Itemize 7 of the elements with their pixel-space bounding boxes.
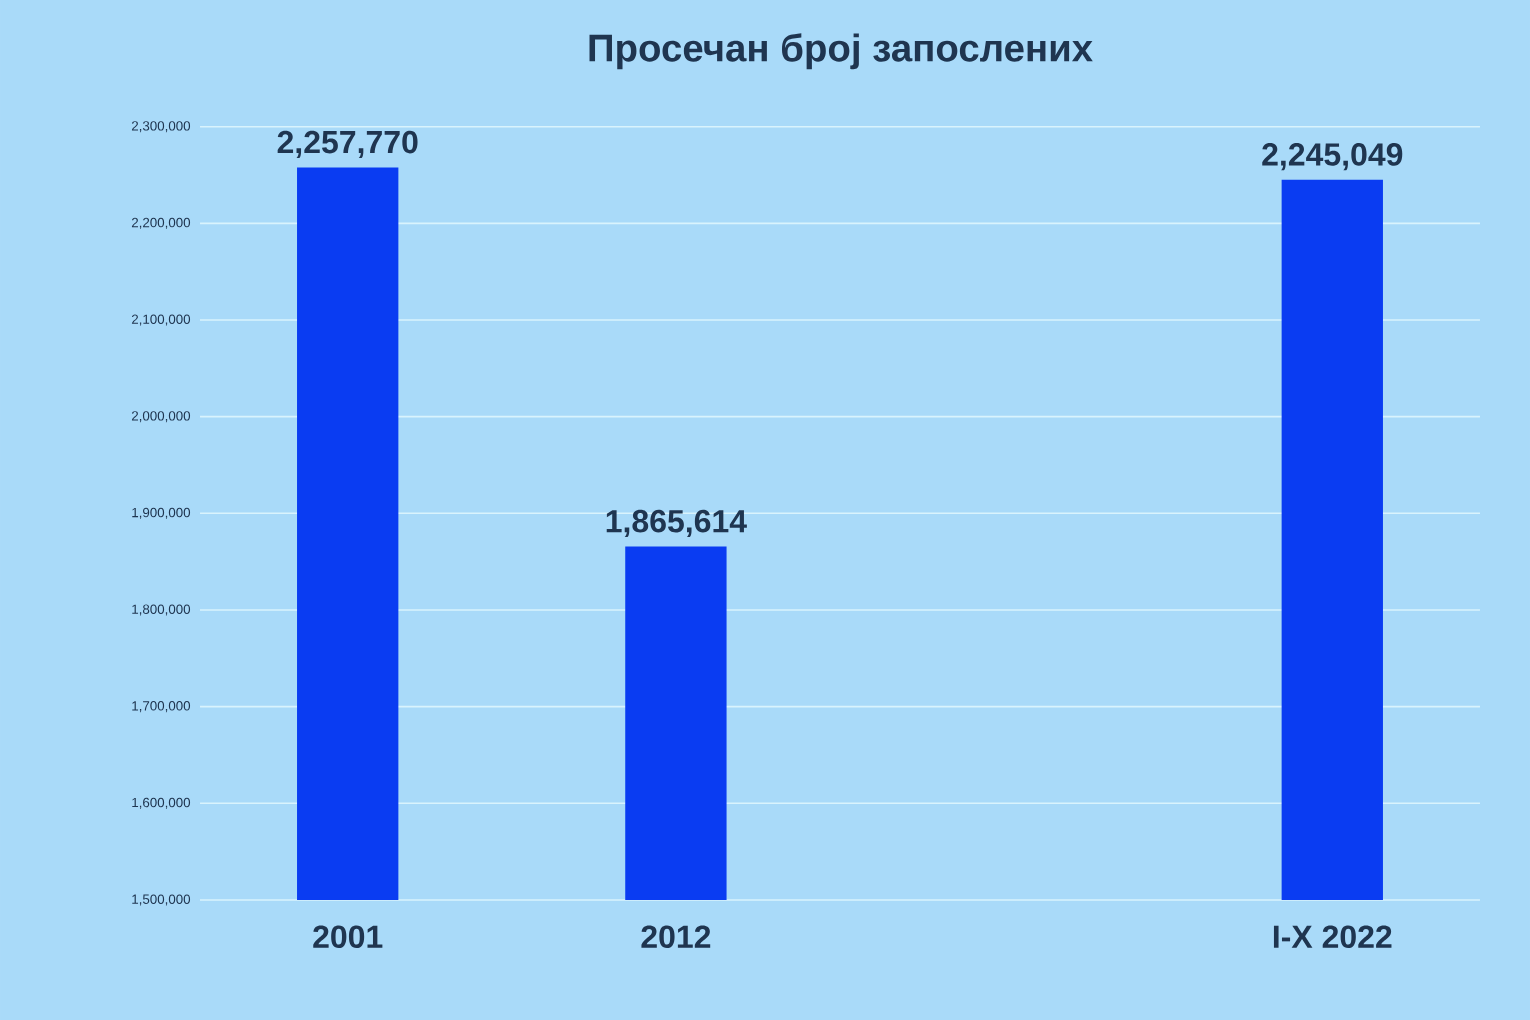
x-tick-label: 2001: [313, 925, 383, 949]
x-tick-label: I-X 2022: [1273, 925, 1392, 949]
data-label: 1,865,614: [606, 509, 747, 538]
x-tick-label: 2012: [641, 925, 711, 949]
data-label: 2,245,049: [1262, 143, 1403, 171]
data-label: 2,257,770: [277, 130, 418, 159]
chart-title: Просечан број запослених: [589, 33, 1093, 70]
